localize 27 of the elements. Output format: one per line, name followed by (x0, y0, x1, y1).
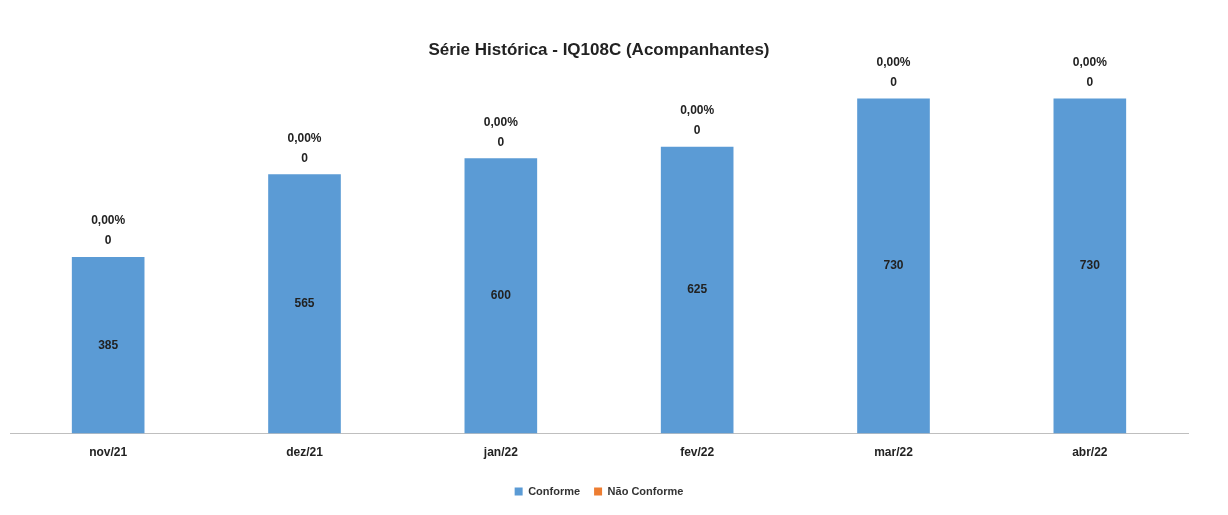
bar (268, 174, 341, 434)
bar (857, 98, 930, 434)
data-label: 625 (687, 282, 708, 297)
x-tick-label: nov/21 (89, 445, 128, 460)
bar (1053, 98, 1127, 434)
legend-label: Conforme (528, 484, 581, 497)
x-tick-label: mar/22 (874, 445, 914, 460)
bar (660, 146, 734, 434)
x-tick-label: jan/22 (482, 445, 519, 460)
data-label: 0,00% 0 (287, 130, 322, 165)
data-label: 730 (883, 258, 904, 273)
data-label: 385 (98, 337, 119, 352)
chart-title: Série Histórica - IQ108C (Acompanhantes) (428, 39, 770, 59)
data-label: 0,00% 0 (91, 213, 126, 248)
data-label: 730 (1079, 258, 1101, 273)
x-tick-label: dez/21 (286, 445, 324, 460)
data-label: 565 (294, 296, 315, 311)
data-label: 0,00% 0 (1072, 54, 1108, 89)
x-tick-label: abr/22 (1072, 445, 1108, 460)
data-label: 0,00% 0 (483, 114, 519, 149)
x-tick-label: fev/22 (680, 445, 715, 460)
data-label: 600 (490, 288, 512, 303)
data-label: 0,00% 0 (680, 103, 715, 138)
legend-label: Não Conforme (607, 484, 684, 497)
bar (464, 158, 538, 434)
bar (71, 256, 145, 434)
data-label: 0,00% 0 (876, 54, 911, 89)
